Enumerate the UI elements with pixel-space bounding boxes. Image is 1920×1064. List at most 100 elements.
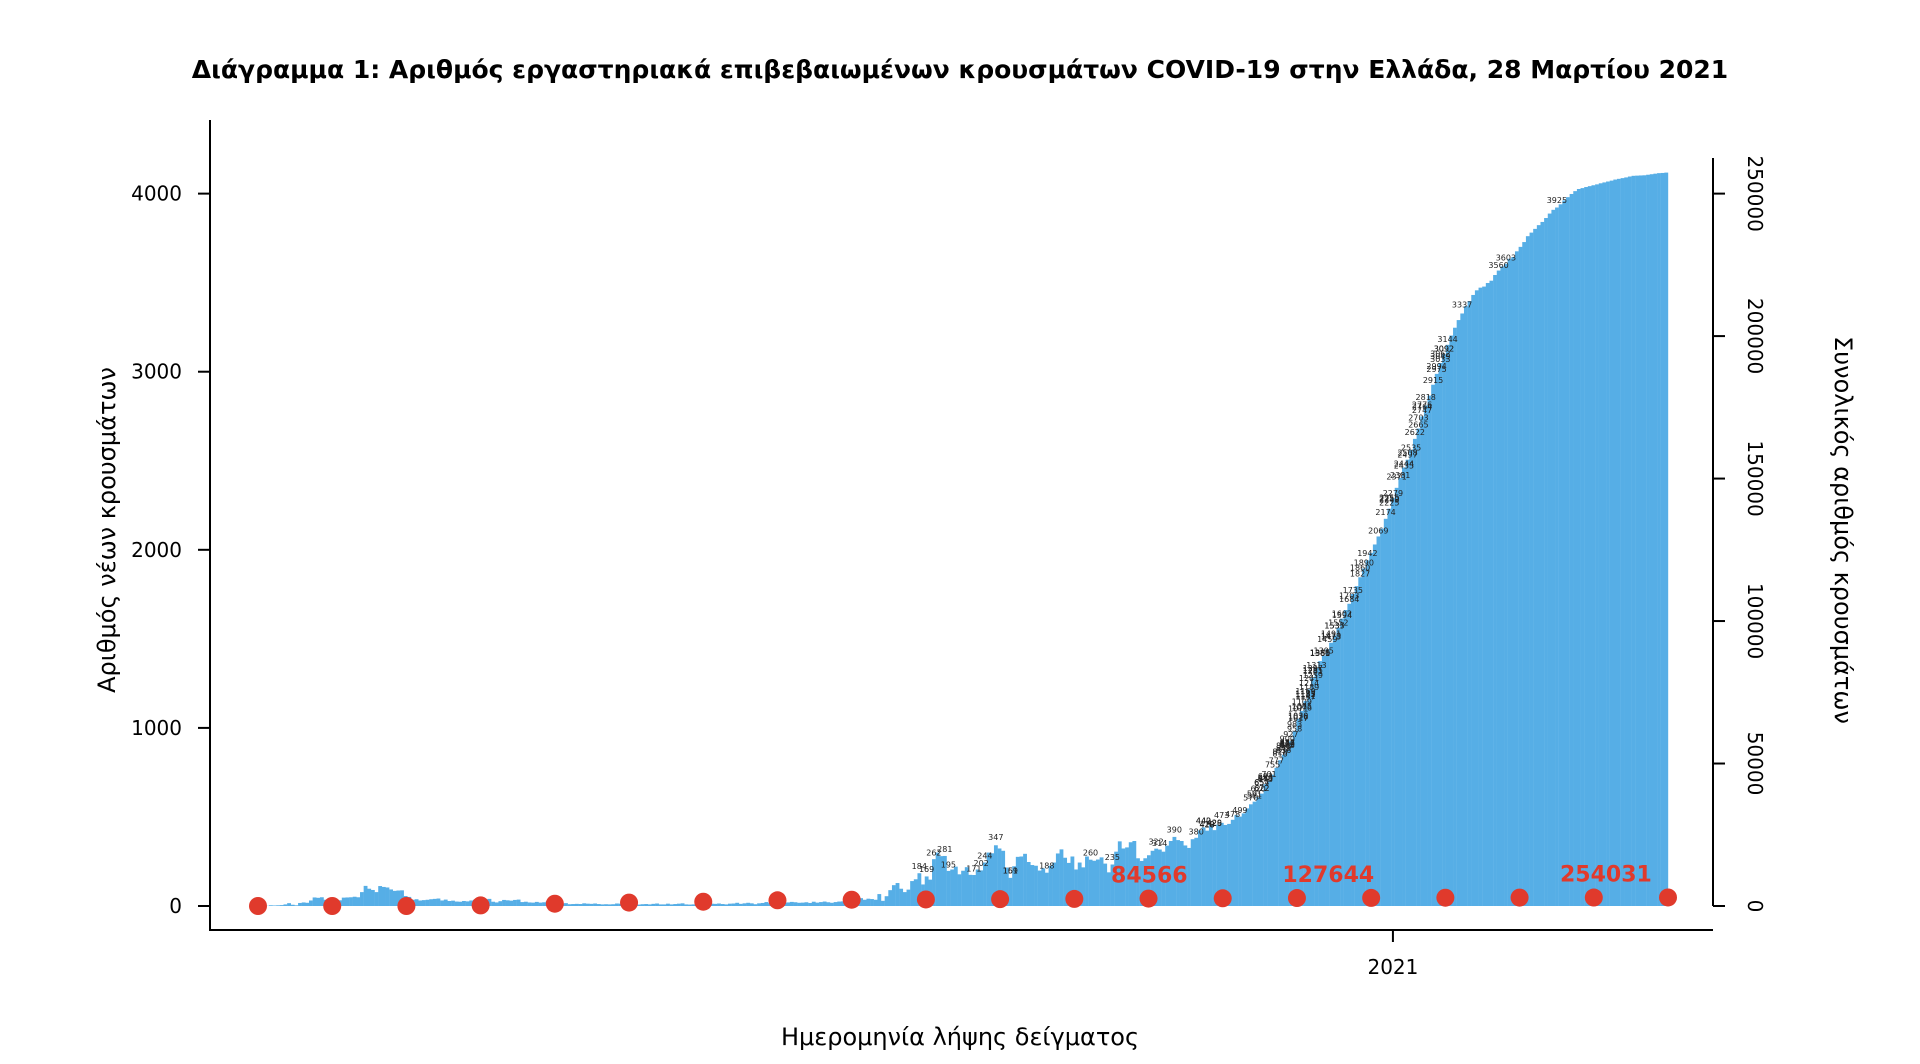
bar	[964, 867, 969, 906]
bar-data-label: 869	[1280, 740, 1295, 749]
bar-data-label: 3062	[1430, 350, 1450, 359]
cumulative-point	[620, 893, 639, 912]
bar	[1001, 850, 1006, 906]
bar	[1216, 824, 1221, 906]
bar	[808, 902, 812, 906]
bar-data-label: 244	[977, 852, 992, 861]
bar	[1278, 760, 1282, 906]
bar	[1252, 801, 1257, 906]
bar	[1139, 860, 1144, 906]
bar	[571, 904, 576, 906]
bar	[953, 866, 958, 906]
bar-data-label: 863	[1276, 741, 1291, 750]
bar	[1347, 603, 1352, 906]
cumulative-point	[991, 890, 1010, 909]
bar	[1238, 816, 1242, 906]
bar	[1504, 263, 1508, 906]
bar	[1172, 836, 1177, 906]
bar	[1179, 841, 1184, 906]
bar	[1358, 577, 1363, 906]
bar-data-label: 1479	[1321, 632, 1341, 641]
bar	[491, 901, 496, 906]
bar	[290, 904, 295, 906]
cumulative-point	[1436, 888, 1455, 907]
cumulative-point	[1287, 889, 1306, 908]
bar	[1493, 275, 1497, 906]
bar	[1511, 257, 1516, 906]
left-y-axis-ticks: 0 1000 2000 3000 4000	[131, 182, 210, 918]
bar	[1063, 857, 1068, 906]
bar	[1176, 840, 1180, 906]
bar	[1463, 306, 1468, 906]
bar	[717, 903, 721, 906]
bar	[1205, 830, 1210, 906]
bar	[1303, 700, 1308, 906]
bar	[298, 902, 302, 906]
bar-data-label: 3144	[1437, 335, 1457, 344]
bar	[1420, 416, 1425, 906]
bar	[1544, 218, 1548, 906]
bar	[1198, 830, 1202, 906]
bar	[1595, 184, 1599, 907]
bar-data-label: 1297	[1303, 664, 1323, 673]
bar	[1522, 242, 1527, 906]
bar	[1055, 853, 1060, 906]
bar	[1019, 856, 1024, 906]
bar	[585, 903, 590, 906]
bar-data-label: 1030	[1288, 712, 1308, 721]
bar	[1004, 867, 1009, 906]
bar	[1310, 677, 1315, 906]
bar	[1540, 221, 1545, 906]
bar	[1616, 178, 1621, 907]
bar	[815, 902, 820, 906]
bar	[1624, 177, 1629, 906]
bar	[1015, 856, 1020, 906]
bar	[997, 848, 1002, 906]
bar	[1281, 754, 1286, 906]
bar	[1307, 689, 1312, 906]
bar-data-label: 1313	[1306, 661, 1326, 670]
bar-data-label: 1241	[1299, 674, 1319, 683]
bar	[1030, 865, 1035, 906]
bar	[1394, 487, 1399, 906]
bar-data-label: 2776	[1412, 401, 1432, 410]
bar	[596, 904, 601, 906]
bar	[513, 899, 517, 906]
y-tick-label: 2000	[131, 538, 182, 562]
bar-data-label: 657	[1254, 778, 1269, 787]
cumulative-point	[842, 890, 861, 909]
bar	[873, 899, 878, 906]
bar-data-label: 1076	[1292, 703, 1312, 712]
left-axis	[209, 120, 1713, 931]
bar	[1434, 373, 1439, 907]
bar	[1402, 467, 1406, 906]
bar	[1653, 173, 1658, 907]
bar	[1551, 209, 1556, 906]
bar	[1533, 228, 1538, 906]
bar	[381, 886, 386, 906]
bar	[1292, 731, 1297, 906]
bar	[1412, 438, 1417, 906]
bar	[1391, 498, 1395, 906]
bar	[1627, 176, 1632, 906]
bar	[1460, 313, 1465, 907]
bar-data-label: 680	[1258, 774, 1273, 783]
bar-data-label: 654	[1254, 779, 1269, 788]
bar	[1194, 837, 1199, 906]
bar	[910, 881, 914, 906]
y2-tick-label: 0	[1743, 900, 1767, 913]
bar	[968, 874, 973, 906]
bar	[1212, 830, 1217, 906]
bar	[392, 890, 397, 906]
bar	[1576, 188, 1581, 907]
bar	[862, 899, 867, 906]
bar-data-label: 755	[1265, 761, 1280, 770]
bar	[687, 904, 692, 906]
bar	[615, 903, 619, 906]
bar	[611, 904, 616, 906]
bar	[1573, 191, 1578, 906]
bar	[1507, 258, 1512, 906]
bar	[1340, 618, 1344, 906]
bar	[1165, 845, 1170, 906]
bar-data-label: 622	[1254, 784, 1269, 793]
